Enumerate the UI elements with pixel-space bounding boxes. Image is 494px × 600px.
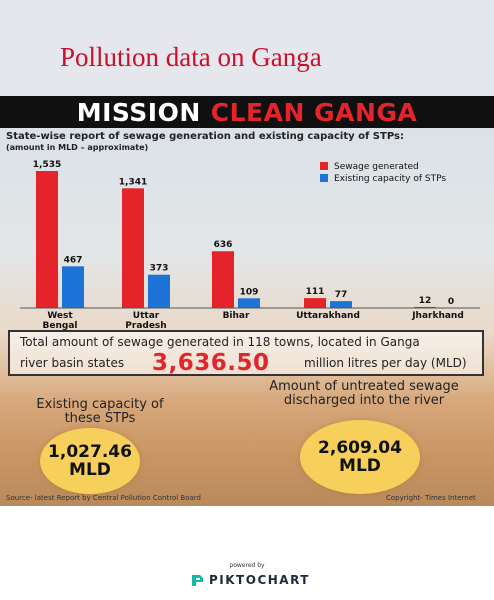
total-sewage-box: Total amount of sewage generated in 118 … bbox=[8, 330, 484, 376]
category-label: Bihar bbox=[223, 311, 250, 321]
bar-capacity-uttar-pradesh bbox=[148, 274, 170, 308]
bar-capacity-uttarakhand bbox=[330, 301, 352, 308]
piktochart-brand[interactable]: PIKTOCHART bbox=[191, 573, 310, 587]
bar-capacity-west-bengal bbox=[62, 266, 84, 308]
total-sewage-value: 3,636.50 bbox=[152, 350, 270, 376]
legend-label: Sewage generated bbox=[334, 162, 419, 172]
piktochart-logo-icon bbox=[192, 574, 203, 586]
data-label-sewage: 1,341 bbox=[119, 177, 147, 187]
bar-capacity-bihar bbox=[238, 298, 260, 308]
bar-sewage-uttarakhand bbox=[304, 298, 326, 308]
page-title: Pollution data on Ganga bbox=[60, 42, 322, 72]
total-text-line2: river basin states bbox=[20, 356, 125, 370]
untreated-value: 2,609.04 bbox=[318, 438, 402, 458]
data-label-sewage: 111 bbox=[306, 287, 325, 297]
capacity-unit: MLD bbox=[69, 460, 111, 480]
untreated-unit: MLD bbox=[339, 456, 381, 476]
capacity-circle: 1,027.46 MLD bbox=[40, 428, 140, 494]
bar-sewage-jharkhand bbox=[414, 306, 436, 308]
data-label-capacity: 467 bbox=[64, 255, 83, 265]
banner-word-clean-ganga: CLEAN GANGA bbox=[210, 97, 418, 127]
data-label-sewage: 1,535 bbox=[33, 160, 61, 170]
copyright-note: Copyright- Times Internet bbox=[386, 494, 476, 502]
bar-sewage-bihar bbox=[212, 251, 234, 308]
category-label: Uttar bbox=[133, 311, 160, 321]
bar-sewage-uttar-pradesh bbox=[122, 188, 144, 308]
data-label-sewage: 12 bbox=[419, 296, 432, 306]
capacity-value: 1,027.46 bbox=[48, 442, 132, 462]
capacity-label: Existing capacity of these STPs bbox=[36, 397, 164, 426]
data-label-capacity: 109 bbox=[240, 287, 259, 297]
chart-subtitle: State-wise report of sewage generation a… bbox=[6, 131, 404, 142]
powered-by-text: powered by bbox=[229, 562, 265, 569]
untreated-circle: 2,609.04 MLD bbox=[300, 420, 420, 494]
total-unit: million litres per day (MLD) bbox=[304, 356, 467, 370]
footer: powered by PIKTOCHART bbox=[0, 506, 494, 600]
legend-swatch bbox=[320, 174, 328, 182]
untreated-label: Amount of untreated sewage discharged in… bbox=[269, 379, 459, 408]
category-label: Bengal bbox=[43, 321, 78, 331]
category-label: West bbox=[47, 311, 73, 321]
banner-word-mission: MISSION bbox=[76, 97, 201, 127]
brand-name: PIKTOCHART bbox=[209, 573, 310, 587]
bar-sewage-west-bengal bbox=[36, 171, 58, 308]
unit-note: (amount in MLD – approximate) bbox=[6, 143, 149, 152]
data-label-capacity: 77 bbox=[335, 290, 348, 300]
category-label: Uttarakhand bbox=[296, 311, 360, 321]
banner: MISSION CLEAN GANGA bbox=[0, 96, 494, 128]
legend-swatch bbox=[320, 162, 328, 170]
category-label: Jharkhand bbox=[411, 311, 464, 321]
data-label-capacity: 0 bbox=[448, 297, 454, 307]
data-label-capacity: 373 bbox=[150, 264, 169, 274]
category-label: Pradesh bbox=[125, 321, 166, 331]
data-label-sewage: 636 bbox=[214, 240, 233, 250]
infographic-poster: MISSION CLEAN GANGA 1,535 467 West Bengal 1,… bbox=[0, 96, 494, 506]
legend-label: Existing capacity of STPs bbox=[334, 174, 446, 184]
total-text-line1: Total amount of sewage generated in 118 … bbox=[20, 335, 420, 349]
source-note: Source- latest Report by Central Polluti… bbox=[6, 494, 201, 502]
